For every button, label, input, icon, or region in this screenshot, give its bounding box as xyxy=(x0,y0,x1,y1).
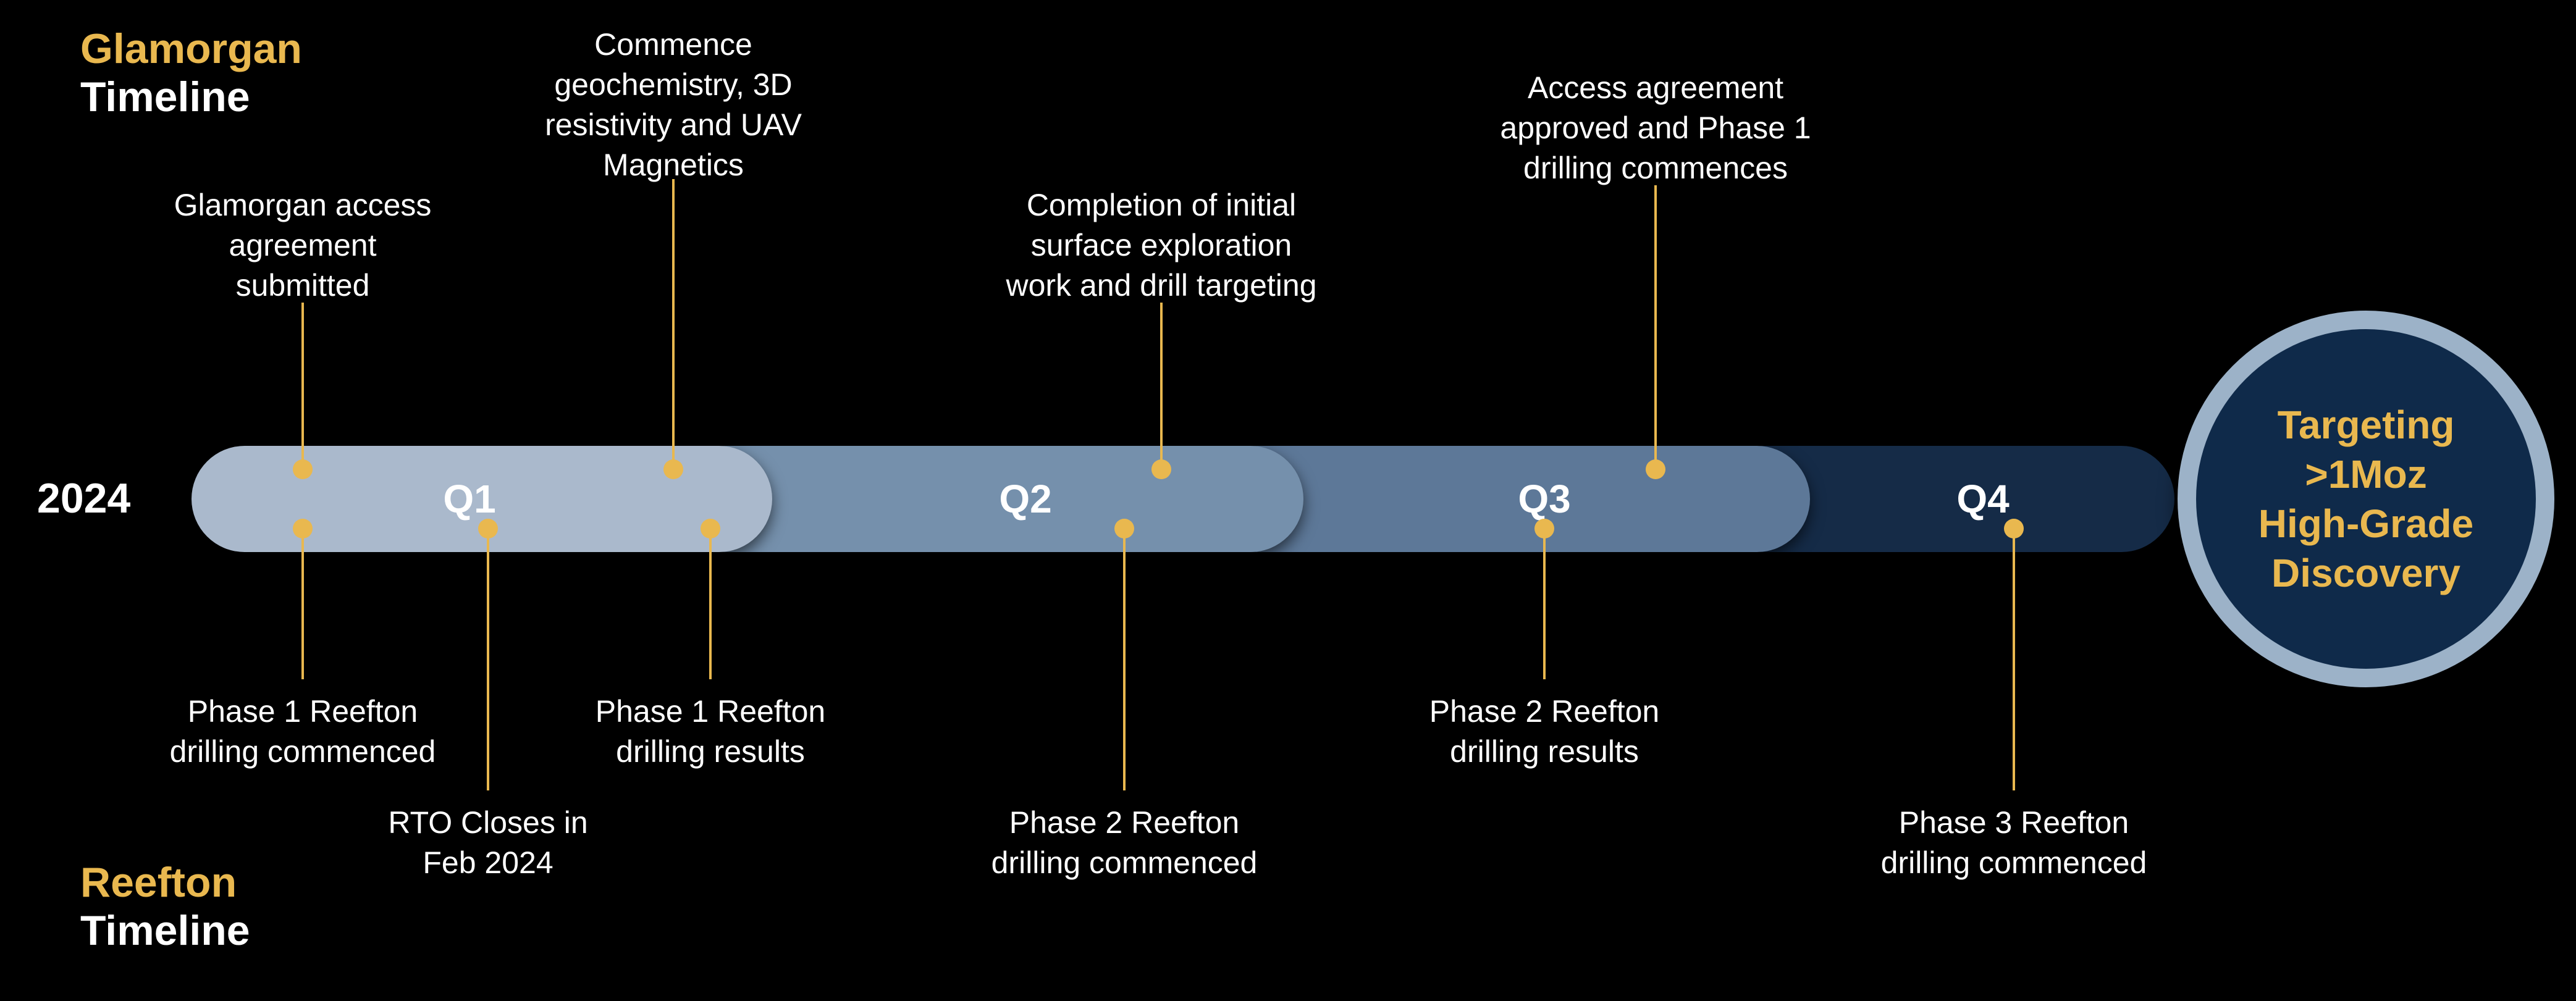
reefton-event-1-pin xyxy=(487,529,489,790)
reefton-event-3-label: Phase 2 Reefton drilling commenced xyxy=(951,803,1297,883)
glamorgan-event-1-dot-icon xyxy=(663,459,683,479)
reefton-event-2-label: Phase 1 Reefton drilling results xyxy=(568,692,852,772)
discovery-endcap-text: Targeting >1Moz High-Grade Discovery xyxy=(2196,329,2536,669)
reefton-event-4-label: Phase 2 Reefton drilling results xyxy=(1402,692,1686,772)
quarter-label: Q2 xyxy=(976,446,1075,552)
glamorgan-event-2-label: Completion of initial surface exploratio… xyxy=(951,185,1371,306)
reefton-event-0-dot-icon xyxy=(293,519,313,538)
glamorgan-event-0-dot-icon xyxy=(293,459,313,479)
reefton-event-1-label: RTO Closes in Feb 2024 xyxy=(358,803,618,883)
reefton-event-4-dot-icon xyxy=(1534,519,1554,538)
reefton-event-4-pin xyxy=(1543,529,1546,679)
glamorgan-title-accent: Glamorgan xyxy=(80,25,302,72)
glamorgan-title: Glamorgan Timeline xyxy=(80,25,302,121)
reefton-title: Reefton Timeline xyxy=(80,858,250,955)
reefton-title-sub: Timeline xyxy=(80,907,250,954)
glamorgan-title-sub: Timeline xyxy=(80,73,250,120)
reefton-title-accent: Reefton xyxy=(80,859,237,906)
reefton-event-5-pin xyxy=(2013,529,2015,790)
glamorgan-event-3-pin xyxy=(1654,185,1657,469)
quarter-label: Q1 xyxy=(420,446,519,552)
glamorgan-event-2-pin xyxy=(1160,303,1163,469)
glamorgan-event-0-pin xyxy=(301,303,304,469)
reefton-event-2-dot-icon xyxy=(701,519,720,538)
reefton-event-5-dot-icon xyxy=(2004,519,2024,538)
glamorgan-event-2-dot-icon xyxy=(1151,459,1171,479)
reefton-event-2-pin xyxy=(709,529,712,679)
reefton-event-5-label: Phase 3 Reefton drilling commenced xyxy=(1841,803,2187,883)
glamorgan-event-1-label: Commence geochemistry, 3D resistivity an… xyxy=(494,25,852,185)
glamorgan-event-0-label: Glamorgan access agreement submitted xyxy=(142,185,463,306)
glamorgan-event-3-label: Access agreement approved and Phase 1 dr… xyxy=(1458,68,1853,188)
reefton-event-3-pin xyxy=(1123,529,1126,790)
reefton-event-0-label: Phase 1 Reefton drilling commenced xyxy=(130,692,476,772)
glamorgan-event-1-pin xyxy=(672,179,675,469)
reefton-event-3-dot-icon xyxy=(1114,519,1134,538)
discovery-endcap: Targeting >1Moz High-Grade Discovery xyxy=(2178,311,2554,687)
reefton-event-0-pin xyxy=(301,529,304,679)
glamorgan-event-3-dot-icon xyxy=(1646,459,1665,479)
reefton-event-1-dot-icon xyxy=(478,519,498,538)
